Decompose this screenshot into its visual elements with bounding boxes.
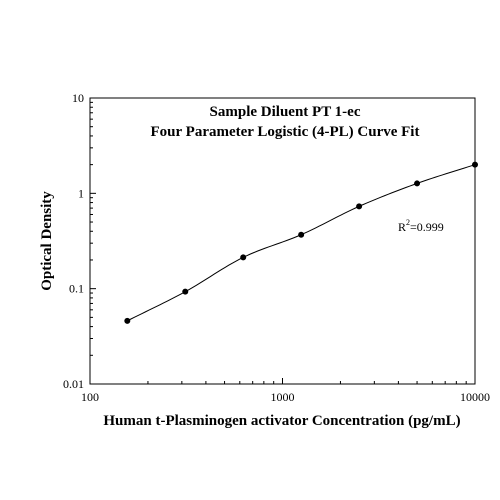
tick-marks: [89, 97, 476, 385]
x-tick-label: 10000: [460, 390, 490, 404]
r-squared-symbol: R: [398, 220, 406, 234]
data-point: [356, 203, 363, 210]
data-point: [472, 161, 478, 168]
y-tick-label: 0.1: [69, 282, 84, 296]
chart-title: Sample Diluent PT 1-ec: [210, 104, 361, 120]
y-tick-label: 10: [72, 91, 84, 105]
axes: [89, 97, 476, 385]
r-squared-annotation: R2=0.999: [398, 218, 444, 234]
x-tick-label: 100: [81, 390, 99, 404]
x-axis-label: Human t-Plasminogen activator Concentrat…: [103, 413, 460, 429]
x-tick-label: 1000: [271, 390, 295, 404]
data-point: [298, 231, 305, 238]
fit-curve: [127, 164, 476, 322]
data-point: [182, 288, 189, 295]
data-point: [414, 180, 421, 187]
data-points: [124, 161, 478, 324]
tick-labels: 100 1000 10000 0.01 0.1 1 10: [63, 91, 490, 404]
r-squared-superscript: 2: [406, 218, 410, 227]
chart-subtitle: Four Parameter Logistic (4-PL) Curve Fit: [151, 124, 420, 140]
data-point: [124, 317, 131, 324]
plot-frame: [89, 97, 476, 385]
r-squared-value: =0.999: [410, 220, 444, 234]
y-axis-label: Optical Density: [39, 191, 55, 291]
data-point: [240, 254, 247, 261]
y-tick-label: 1: [78, 186, 84, 200]
y-tick-label: 0.01: [63, 377, 84, 391]
fit-curve-layer: [127, 164, 476, 322]
